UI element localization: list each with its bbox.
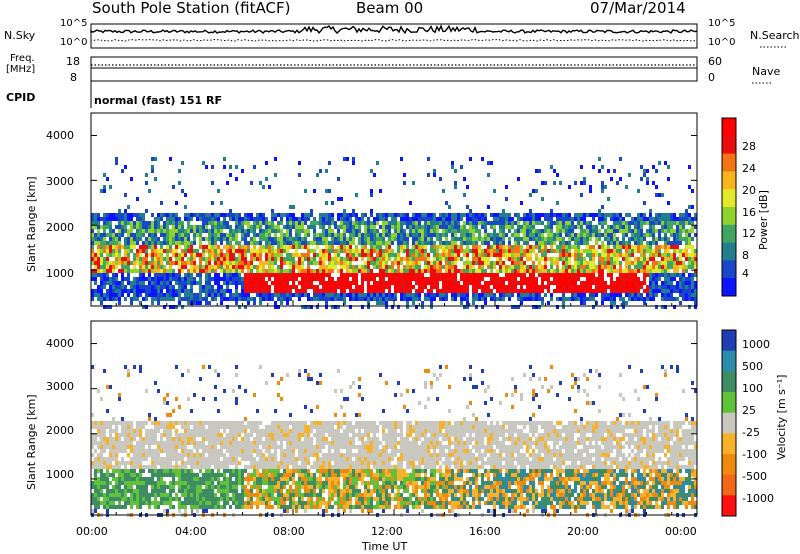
velocity-cb-tick-1000: 1000 [742, 338, 770, 351]
power-cb-tick-12: 12 [742, 227, 756, 240]
power-colorbar-frame [721, 117, 737, 297]
nsky-label: N.Sky [4, 29, 36, 42]
power-cb-tick-20: 20 [742, 184, 756, 197]
nsearch-tick-top: 10^5 [708, 18, 736, 29]
power-colorbar-cell [722, 118, 736, 137]
beam-label: Beam 00 [356, 0, 424, 17]
power-cells [91, 157, 697, 309]
power-ylabel: Slant Range [km] [25, 176, 38, 272]
nsky-tick-top: 10^5 [60, 18, 88, 29]
xtick-4: 04:00 [175, 525, 207, 538]
nsearch-tick-bottom: 10^0 [708, 37, 736, 48]
nsearch-trace [90, 38, 698, 42]
velocity-cb-tick-m100: -100 [742, 448, 767, 461]
velocity-colorbar-cell [722, 392, 736, 414]
xtick-24: 00:00 [665, 525, 697, 538]
date-label: 07/Mar/2014 [590, 0, 686, 17]
xaxis-label: Time UT [362, 540, 408, 553]
power-cb-tick-28: 28 [742, 140, 756, 153]
power-colorbar-cell [722, 224, 736, 244]
velocity-colorbar-cell [722, 412, 736, 434]
freq-panel [90, 56, 698, 82]
velocity-colorbar-cell [722, 454, 736, 476]
power-ytick-2000: 2000 [46, 221, 74, 234]
velocity-cb-tick-m25: -25 [742, 426, 760, 439]
velocity-ytick-2000: 2000 [46, 424, 74, 437]
xtick-12: 12:00 [371, 525, 403, 538]
velocity-colorbar-cell [722, 433, 736, 455]
nave-tick-top: 60 [708, 55, 722, 68]
power-colorbar-cell [722, 153, 736, 172]
xtick-20: 20:00 [567, 525, 599, 538]
freq-label: Freq. [10, 53, 35, 64]
power-cb-tick-8: 8 [742, 249, 749, 262]
power-colorbar-cell [722, 207, 736, 226]
velocity-ytick-3000: 3000 [46, 380, 74, 393]
velocity-ytick-1000: 1000 [46, 468, 74, 481]
power-ytick-3000: 3000 [46, 175, 74, 188]
power-colorbar-cell [722, 135, 736, 155]
xtick-0: 00:00 [76, 525, 108, 538]
power-colorbar-cell [722, 260, 736, 279]
power-colorbar-cell [722, 189, 736, 208]
power-cb-tick-24: 24 [742, 162, 756, 175]
station-title: South Pole Station (fitACF) [92, 0, 291, 17]
velocity-cb-tick-25: 25 [742, 404, 756, 417]
nsky-panel [90, 23, 698, 49]
velocity-colorbar-label: Velocity [m s⁻¹] [775, 374, 788, 460]
power-cb-tick-4: 4 [742, 267, 749, 280]
velocity-colorbar-cell [722, 371, 736, 393]
power-ytick-1000: 1000 [46, 267, 74, 280]
velocity-cb-tick-m500: -500 [742, 470, 767, 483]
velocity-cb-tick-m1000: -1000 [742, 492, 774, 505]
velocity-cb-tick-500: 500 [742, 360, 763, 373]
nave-tick-bottom: 0 [708, 71, 715, 84]
cpid-label: CPID [6, 91, 36, 104]
nave-label: Nave [752, 65, 781, 78]
power-colorbar-cell [722, 171, 736, 190]
velocity-cb-tick-100: 100 [742, 382, 763, 395]
velocity-colorbar-cell [722, 474, 736, 496]
nsky-trace [90, 24, 698, 35]
nsky-tick-bottom: 10^0 [60, 37, 88, 48]
freq-unit: [MHz] [6, 64, 36, 75]
nsearch-label: N.Search [750, 29, 800, 42]
freq-tick-top: 18 [66, 55, 80, 68]
cpid-text: normal (fast) 151 RF [94, 94, 222, 107]
velocity-cells [91, 365, 697, 517]
freq-tick-bottom: 8 [70, 71, 77, 84]
velocity-colorbar-cell [722, 330, 736, 352]
xtick-16: 16:00 [469, 525, 501, 538]
power-colorbar-cell [722, 242, 736, 261]
power-ytick-4000: 4000 [46, 129, 74, 142]
velocity-ylabel: Slant Range [km] [25, 394, 38, 490]
power-colorbar-cell [722, 278, 736, 297]
velocity-colorbar-cell [722, 350, 736, 372]
power-cb-tick-16: 16 [742, 206, 756, 219]
velocity-colorbar-frame [721, 329, 737, 517]
power-colorbar-label: Power [dB] [757, 190, 770, 250]
velocity-ytick-4000: 4000 [46, 337, 74, 350]
velocity-colorbar-cell [722, 495, 736, 517]
xtick-8: 08:00 [273, 525, 305, 538]
